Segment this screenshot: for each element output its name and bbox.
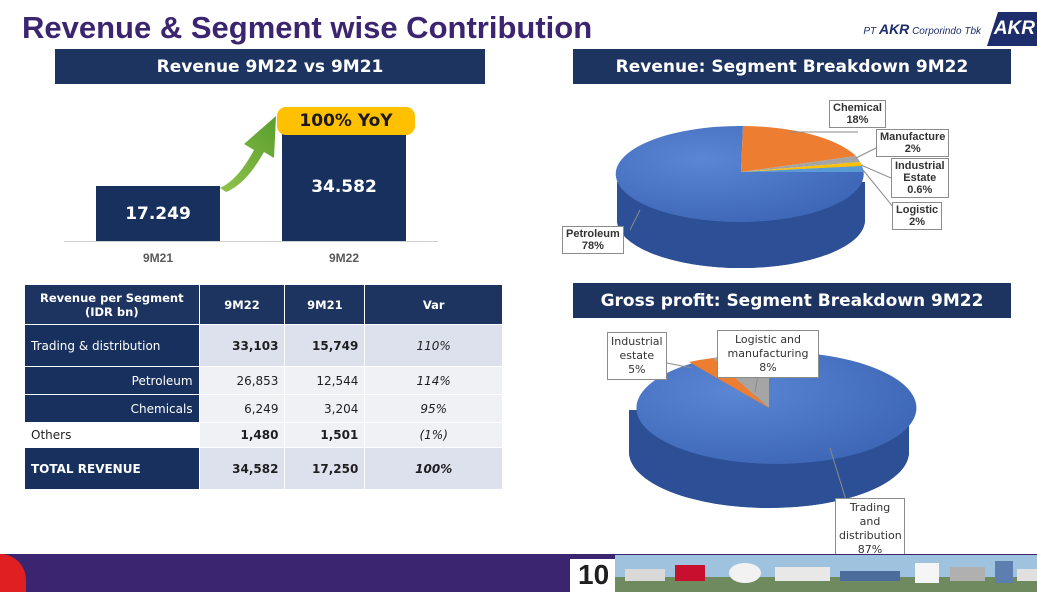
leader-line: [860, 164, 892, 179]
value-9m22: 33,103: [198, 324, 286, 367]
bar-9m21: 17.249: [96, 186, 220, 241]
pie-slice-trading: [636, 351, 917, 464]
chart-baseline: [64, 241, 438, 242]
company-logo: PT AKR Corporindo Tbk AKR: [863, 12, 1037, 46]
pie-slice-logistic: [741, 166, 863, 172]
table-row: Trading & distribution 33,103 15,749 110…: [24, 324, 503, 367]
leader-line: [661, 361, 693, 369]
value-9m21: 15,749: [284, 324, 366, 367]
value-9m21: 1,501: [284, 422, 366, 448]
segment-name: Petroleum: [24, 366, 200, 395]
pie-slice-chemical: [741, 126, 856, 172]
value-var: 114%: [364, 366, 503, 395]
label-manufacture: Manufacture 2%: [876, 129, 950, 157]
bar-9m22: 34.582: [282, 132, 406, 241]
value-9m22: 34,582: [198, 447, 286, 490]
table-header-var: Var: [364, 284, 503, 325]
gp-pie-banner: Gross profit: Segment Breakdown 9M22: [573, 283, 1011, 318]
label-trading-distribution-gp: Trading and distribution 87%: [835, 498, 905, 560]
growth-arrow-icon: [220, 116, 276, 192]
table-row-total: TOTAL REVENUE 34,582 17,250 100%: [24, 447, 503, 490]
label-industrial-estate-gp: Industrial estate 5%: [607, 332, 667, 380]
label-chemical: Chemical 18%: [829, 100, 886, 128]
logo-mark: AKR: [987, 12, 1037, 46]
pie-slice-petroleum: [615, 125, 864, 222]
segment-name: Others: [24, 422, 200, 448]
table-row: Petroleum 26,853 12,544 114%: [24, 366, 503, 395]
value-9m22: 26,853: [198, 366, 286, 395]
value-var: (1%): [364, 422, 503, 448]
footer-industrial-photo: [615, 555, 1037, 592]
x-label-9m21: 9M21: [142, 251, 174, 265]
pie-slice-industrial: [741, 162, 862, 172]
value-9m21: 3,204: [284, 394, 366, 423]
value-var: 100%: [364, 447, 503, 490]
segment-pie-banner: Revenue: Segment Breakdown 9M22: [573, 49, 1011, 84]
label-logistic: Logistic 2%: [892, 202, 943, 230]
segment-name: Chemicals: [24, 394, 200, 423]
label-industrial-estate: Industrial Estate 0.6%: [891, 158, 949, 198]
table-row: Others 1,480 1,501 (1%): [24, 422, 503, 448]
value-9m21: 12,544: [284, 366, 366, 395]
revenue-segment-pie: [615, 125, 895, 268]
label-logistic-manufacturing-gp: Logistic and manufacturing 8%: [717, 330, 819, 378]
segment-name: TOTAL REVENUE: [24, 447, 200, 490]
page-title: Revenue & Segment wise Contribution: [22, 10, 593, 45]
value-9m22: 6,249: [198, 394, 286, 423]
revenue-banner: Revenue 9M22 vs 9M21: [55, 49, 485, 84]
leader-line: [829, 447, 847, 501]
table-header-9m21: 9M21: [284, 284, 366, 325]
value-var: 110%: [364, 324, 503, 367]
leader-line: [629, 209, 641, 231]
value-9m22: 1,480: [198, 422, 286, 448]
table-header-9m22: 9M22: [198, 284, 286, 325]
value-9m21: 17,250: [284, 447, 366, 490]
company-name: PT AKR Corporindo Tbk: [863, 21, 981, 37]
table-row: Chemicals 6,249 3,204 95%: [24, 394, 503, 423]
page-number: 10: [570, 559, 618, 592]
table-header-segment: Revenue per Segment (IDR bn): [24, 284, 200, 325]
leader-line: [862, 169, 895, 209]
yoy-badge: 100% YoY: [277, 107, 415, 135]
x-label-9m22: 9M22: [328, 251, 360, 265]
value-var: 95%: [364, 394, 503, 423]
pie-slice-industrial: [689, 358, 769, 408]
leader-line: [855, 147, 877, 159]
segment-name: Trading & distribution: [24, 324, 200, 367]
label-petroleum: Petroleum 78%: [562, 226, 624, 254]
segment-revenue-table: Revenue per Segment (IDR bn) 9M22 9M21 V…: [24, 284, 503, 490]
pie-slice-manufacture: [741, 156, 860, 172]
